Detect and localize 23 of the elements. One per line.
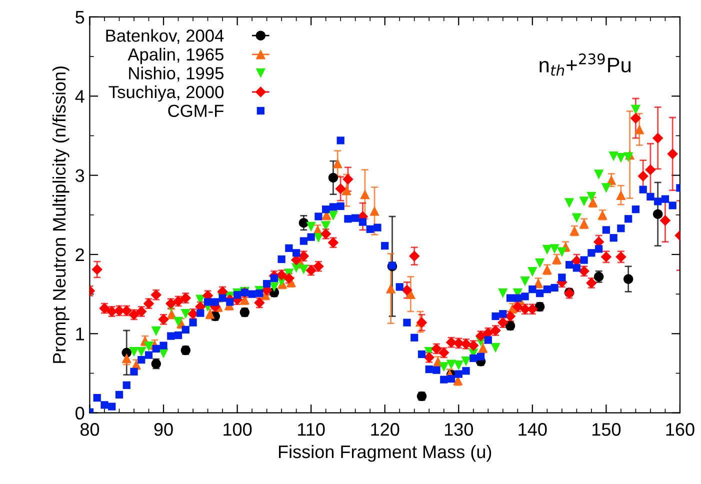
x-tick-label: 100: [224, 423, 252, 436]
x-tick-label: 150: [592, 423, 621, 436]
legend-label: CGM-F: [168, 104, 224, 117]
x-tick-label: 90: [154, 423, 173, 436]
legend-label: Tsuchiya, 2000: [108, 85, 224, 102]
x-tick-label: 120: [371, 423, 400, 436]
y-tick-label: 2: [76, 248, 84, 262]
y-tick-label: 5: [76, 11, 84, 24]
x-tick-label: 160: [666, 423, 694, 436]
x-tick-label: 130: [444, 423, 473, 436]
x-tick-label: 80: [80, 423, 100, 436]
legend-label: Apalin, 1965: [128, 48, 224, 64]
y-tick-label: 1: [76, 328, 84, 340]
legend-label: Nishio, 1995: [129, 66, 224, 82]
annotation: n$_{th}$+$^{239}$Pu: [540, 53, 630, 76]
x-tick-label: 140: [518, 423, 547, 436]
legend-label: Batenkov, 2004: [106, 29, 224, 44]
y-tick-label: 3: [76, 169, 84, 182]
y-tick-label: 0: [76, 406, 84, 420]
x-tick-label: 110: [298, 423, 325, 436]
x-axis-title: Fission Fragment Mass (u): [278, 444, 492, 462]
y-axis-title: Prompt Neutron Multiplicity (n/fission): [52, 66, 70, 363]
y-tick-label: 4: [75, 90, 84, 103]
